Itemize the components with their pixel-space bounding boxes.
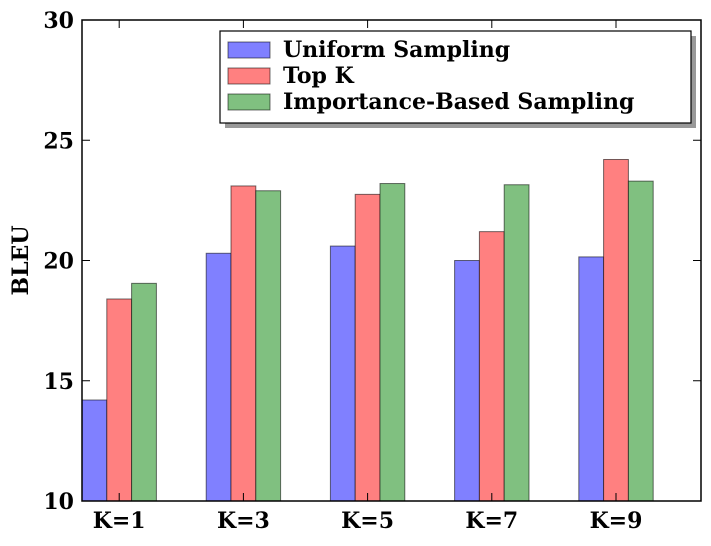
- bar-top-k-k3: [230, 185, 257, 502]
- y-tick-label: 15: [43, 369, 74, 395]
- bar-top-k-k9: [603, 158, 629, 502]
- ticks-layer: K=1 K=3 K=5 K=7 K=9 10 15 20 25 30: [43, 8, 701, 534]
- legend-label: Importance-Based Sampling: [283, 89, 634, 115]
- bar-uniform-sampling-k3: [205, 252, 232, 502]
- y-tick-label: 30: [43, 8, 74, 34]
- y-tick-label: 10: [43, 489, 74, 515]
- x-tick-label: K=9: [590, 508, 643, 534]
- x-tick-label: K=1: [93, 508, 146, 534]
- bar-importance-based-sampling-k7: [503, 184, 530, 502]
- bar-importance-based-sampling-k3: [255, 190, 282, 502]
- bar-importance-based-sampling-k9: [627, 180, 654, 502]
- legend-box: [219, 30, 692, 124]
- legend-swatch: [227, 93, 271, 111]
- bar-uniform-sampling-k5: [329, 245, 356, 502]
- y-axis-label: BLEU: [8, 225, 34, 295]
- bar-top-k-k7: [478, 231, 505, 502]
- legend-label: Uniform Sampling: [283, 37, 510, 63]
- bar-importance-based-sampling-k5: [379, 183, 406, 502]
- x-tick-label: K=7: [465, 508, 518, 534]
- bar-uniform-sampling-k1: [81, 399, 108, 502]
- bar-top-k-k5: [354, 193, 381, 502]
- x-tick-label: K=5: [341, 508, 394, 534]
- bars-layer: [81, 158, 654, 502]
- legend-label: Top K: [283, 63, 355, 89]
- legend-swatch: [227, 67, 271, 85]
- bar-uniform-sampling-k9: [578, 256, 605, 502]
- bar-uniform-sampling-k7: [454, 260, 480, 502]
- bar-importance-based-sampling-k1: [131, 282, 157, 502]
- x-tick-label: K=3: [217, 508, 270, 534]
- legend-swatch: [227, 41, 271, 59]
- y-tick-label: 25: [43, 128, 74, 154]
- bar-top-k-k1: [106, 298, 133, 502]
- y-tick-label: 20: [43, 249, 74, 275]
